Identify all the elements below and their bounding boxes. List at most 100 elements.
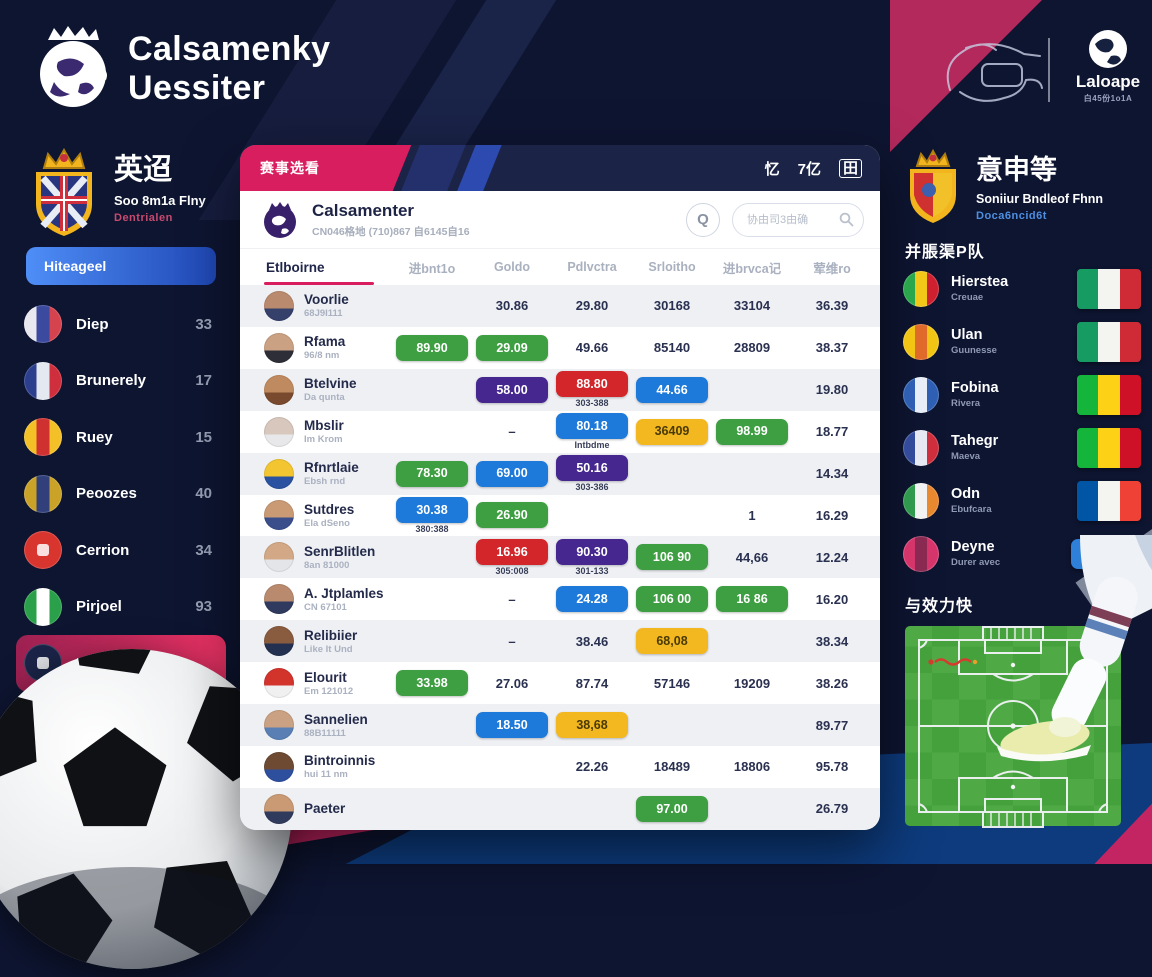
odds-cell: 1 (712, 509, 792, 522)
team-item-deyne[interactable]: Deyne Durer avec 回貼目 (903, 527, 1141, 580)
team-item-ulan[interactable]: Ulan Guunesse (903, 315, 1141, 368)
player-cell: Paeter (240, 793, 392, 824)
odds-chip-green[interactable]: 78.30 (396, 460, 468, 487)
odds-value: 44,66 (735, 549, 769, 565)
club-badge-icon (24, 700, 62, 739)
odds-chip-blue[interactable]: 44.66 (636, 376, 708, 403)
odds-cell: 106 90 (632, 544, 712, 571)
odds-chip-blue[interactable]: 18.50 (476, 712, 548, 739)
odds-chip-purple[interactable]: 90.30 (556, 538, 628, 565)
sidebar-item-pirjoel[interactable]: Pirjoel 93 (24, 579, 218, 636)
team-item-hierstea[interactable]: Hierstea Creuae (903, 262, 1141, 315)
table-row[interactable]: Btelvine Da qunta 58.00 88.80 303-388 44.66 19… (240, 368, 880, 411)
odds-chip-purple[interactable]: 58.00 (476, 376, 548, 403)
odds-chip-blue[interactable]: 80.18 (556, 413, 628, 440)
table-row[interactable]: Relibiier Like It Und – 38.46 68,08 38.34 (240, 620, 880, 663)
topbar-icon-1[interactable]: 忆 (764, 160, 780, 178)
team-item-fobina[interactable]: Fobina Rivera (903, 368, 1141, 421)
table-row[interactable]: SenrBlitlen 8an 81000 16.96 305:008 90.30 301… (240, 536, 880, 579)
quick-action-button[interactable]: Q (686, 202, 720, 237)
team-badge-icon (903, 429, 939, 466)
sidebar-item-diep[interactable]: Diep 33 (24, 296, 218, 353)
left-league-title: 英迢 (114, 154, 173, 186)
odds-value: – (508, 424, 516, 440)
search-input[interactable] (732, 202, 864, 237)
tab-active[interactable]: Etlboirne (240, 249, 392, 285)
column-header[interactable]: 进bnt1o (408, 261, 456, 276)
odds-chip-red[interactable]: 88.80 (556, 371, 628, 398)
column-header[interactable]: 进brvca记 (722, 261, 782, 276)
player-name: Sutdres (304, 501, 355, 517)
club-badge-icon (24, 305, 62, 344)
badge-mark (37, 657, 49, 670)
table-row[interactable]: Elourit Em 121012 33.98 27.06 87.74 57146 1920… (240, 662, 880, 704)
sidebar-item-cerrion[interactable]: Cerrion 34 (24, 522, 218, 579)
odds-chip-red[interactable]: 16.96 (476, 538, 548, 565)
odds-cell: 24.28 (552, 586, 632, 613)
sidebar-item-brunerely[interactable]: Brunerely 17 (24, 353, 218, 410)
odds-chip-blue[interactable]: 30.38 (396, 496, 468, 523)
player-name: Paeter (304, 800, 346, 816)
table-row[interactable]: Mbslir Im Krom –80.18 Intbdme 36409 98.99 18.7… (240, 411, 880, 453)
table-row[interactable]: Rfnrtlaie Ebsh rnd 78.30 69.00 50.16 303-386 1… (240, 452, 880, 495)
team-item-odn[interactable]: Odn Ebufcara (903, 474, 1141, 527)
team-item-tahegr[interactable]: Tahegr Maeva (903, 421, 1141, 474)
odds-chip-green[interactable]: 98.99 (716, 418, 788, 445)
odds-cell: 29.80 (552, 299, 632, 312)
topbar-icon-2[interactable]: 7亿 (797, 160, 821, 178)
column-header[interactable]: Pdlvctra (567, 260, 617, 274)
highlight-button[interactable]: Hiteageel (26, 247, 216, 285)
table-row[interactable]: Sutdres Ela dSeno 30.38 380:388 26.90 1 16.29 (240, 495, 880, 537)
table-row[interactable]: Bintroinnis hui 11 nm 22.26 18489 18806 95.78 (240, 746, 880, 788)
odds-cell: 98.99 (712, 418, 792, 445)
pitch-section-title: 与效力快 (905, 598, 974, 615)
player-cell: Elourit Em 121012 (240, 668, 392, 699)
odds-chip-green[interactable]: 97.00 (636, 795, 708, 822)
column-header[interactable]: Srloitho (648, 260, 696, 274)
odds-chip-green[interactable]: 106 90 (636, 544, 708, 571)
topbar-grid-icon[interactable]: 田 (838, 158, 862, 178)
table-row[interactable]: A. Jtplamles CN 67101 – 24.28 106 00 16 86 16.… (240, 578, 880, 620)
team-badge-icon (903, 323, 939, 360)
odds-chip-blue[interactable]: 24.28 (556, 586, 628, 613)
table-row[interactable]: Sannelien 88B11111 18.50 38,68 89.77 (240, 704, 880, 746)
odds-cell: 27.06 (472, 677, 552, 690)
odds-chip-blue[interactable]: 69.00 (476, 460, 548, 487)
sidebar-item-label: Bentage (76, 654, 138, 672)
sidebar-item-label: Cerpéhino (76, 711, 151, 729)
odds-chip-green[interactable]: 89.90 (396, 334, 468, 361)
odds-chip-green[interactable]: 29.09 (476, 334, 548, 361)
football-pitch-graphic (905, 626, 1121, 828)
right-league-tag: Doca6ncid6t (976, 210, 1047, 222)
odds-chip-purple[interactable]: 50.16 (556, 455, 628, 482)
odds-chip-green[interactable]: 33.98 (396, 670, 468, 697)
sidebar-item-an[interactable]: an 27 (24, 748, 218, 805)
odds-value: 57146 (653, 675, 691, 691)
column-header[interactable]: 荤维ro (813, 261, 851, 276)
player-avatar (264, 332, 294, 363)
table-row[interactable]: Voorlie 68J9I111 30.86 29.80 30168 33104 36.39 (240, 285, 880, 327)
odds-cell: 16.29 (792, 509, 872, 522)
sidebar-item-cerp-hino[interactable]: Cerpéhino 23 (24, 692, 218, 749)
odds-cell: 87.74 (552, 677, 632, 690)
odds-value: 85140 (653, 340, 691, 356)
odds-chip-yellow[interactable]: 68,08 (636, 628, 708, 655)
club-badge-icon (24, 531, 62, 570)
odds-value: 30168 (653, 298, 691, 314)
odds-chip-green[interactable]: 16 86 (716, 586, 788, 613)
sidebar-item-ruey[interactable]: Ruey 15 (24, 409, 218, 466)
odds-cell: 78.30 (392, 460, 472, 487)
odds-chip-green[interactable]: 106 00 (636, 586, 708, 613)
odds-value: 12.24 (815, 549, 849, 565)
sidebar-item-peoozes[interactable]: Peoozes 40 (24, 466, 218, 523)
sidebar-item-bentage[interactable]: Bentage (16, 635, 226, 692)
table-row[interactable]: Rfama 96/8 nm 89.90 29.09 49.66 85140 28809 38.… (240, 327, 880, 369)
country-flag-mali (1077, 374, 1141, 415)
club-badge-icon (24, 644, 62, 683)
odds-chip-yellow[interactable]: 38,68 (556, 712, 628, 739)
odds-chip-green[interactable]: 26.90 (476, 502, 548, 529)
table-row[interactable]: Paeter 97.00 26.79 (240, 787, 880, 830)
odds-chip-yellow[interactable]: 36409 (636, 418, 708, 445)
column-header[interactable]: Goldo (493, 260, 531, 274)
team-action-button[interactable]: 回貼目 (1071, 538, 1141, 569)
